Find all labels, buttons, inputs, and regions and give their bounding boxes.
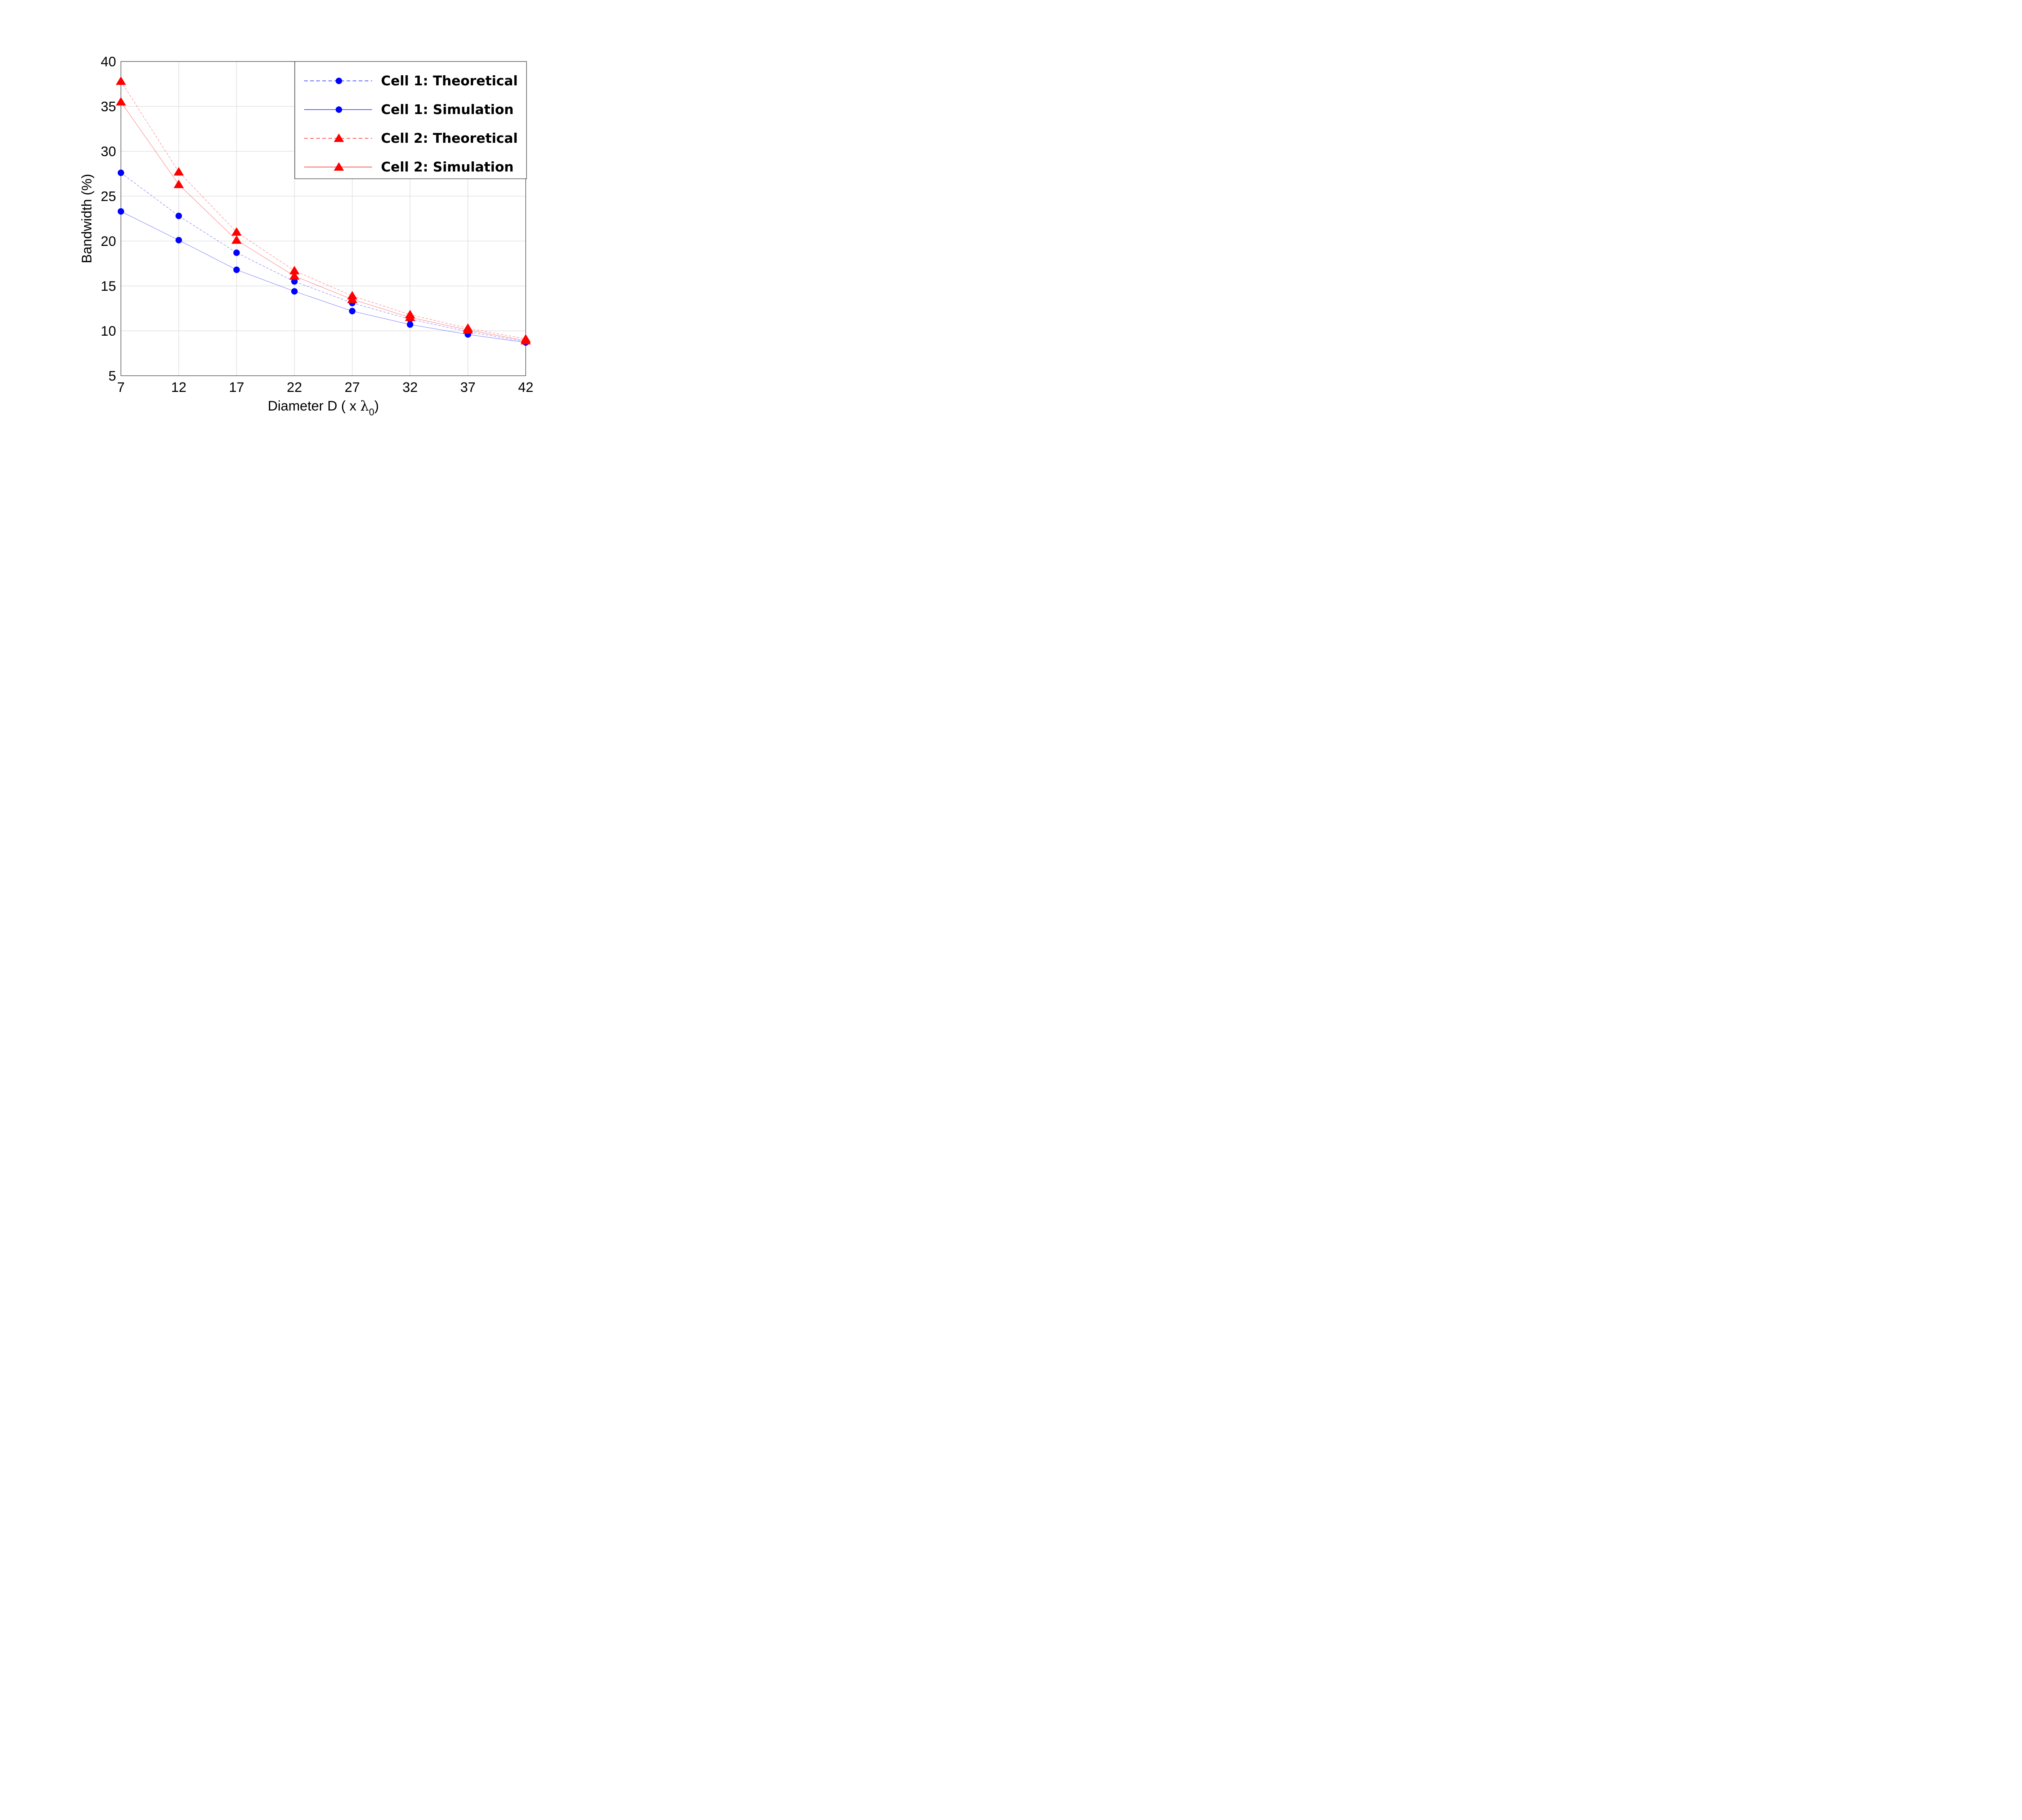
series-4 (116, 97, 531, 345)
x-tick-label: 42 (518, 380, 533, 395)
legend: Cell 1: Theoretical Cell 1: Simulation Cel… (294, 61, 527, 179)
legend-triangle-marker (334, 162, 344, 171)
y-tick-label: 25 (101, 189, 116, 204)
series-1 (118, 169, 529, 345)
y-tick-label: 35 (101, 99, 116, 114)
x-tick-label: 32 (402, 380, 418, 395)
series-line (121, 172, 526, 342)
legend-entry-label: Cell 2: Theoretical (381, 130, 518, 146)
data-point (291, 288, 298, 295)
data-point (233, 267, 240, 273)
series-line (121, 211, 526, 343)
data-point (289, 271, 300, 280)
x-tick-label: 12 (171, 380, 186, 395)
legend-box (294, 61, 527, 179)
series-line (121, 102, 526, 341)
data-point (116, 76, 126, 85)
data-point (347, 294, 357, 303)
data-point (233, 249, 240, 256)
data-point (289, 266, 300, 275)
legend-triangle-marker (334, 133, 344, 142)
series-layer (116, 76, 531, 346)
y-tick-label: 40 (101, 54, 116, 70)
x-tick-label: 7 (117, 380, 125, 395)
data-point (176, 212, 182, 219)
data-point (173, 180, 184, 188)
data-point (173, 167, 184, 176)
y-tick-label: 10 (101, 324, 116, 339)
legend-circle-marker (336, 78, 342, 84)
y-tick-label: 5 (108, 368, 116, 384)
y-axis-label: Bandwidth (%) (79, 174, 95, 263)
x-tick-label: 27 (345, 380, 360, 395)
series-line (121, 81, 526, 339)
legend-entry-label: Cell 1: Theoretical (381, 73, 518, 89)
y-tick-label: 20 (101, 234, 116, 249)
data-point (291, 278, 298, 285)
data-point (405, 312, 415, 321)
data-point (118, 208, 124, 215)
chart: 5 10 15 20 25 30 35 40 7 12 17 22 27 32 37 42 Diameter … (0, 0, 621, 466)
x-tick-label: 37 (460, 380, 476, 395)
data-point (231, 235, 242, 244)
tick-labels: 5 10 15 20 25 30 35 40 7 12 17 22 27 32 37 42 (101, 54, 533, 395)
legend-entry-label: Cell 1: Simulation (381, 102, 514, 117)
y-tick-label: 30 (101, 144, 116, 159)
data-point (349, 308, 355, 315)
data-point (520, 336, 531, 345)
x-tick-label: 17 (229, 380, 244, 395)
legend-entry-label: Cell 2: Simulation (381, 159, 514, 175)
data-point (116, 97, 126, 106)
data-point (463, 325, 473, 334)
x-axis-label: Diameter D ( x λ0) (268, 398, 379, 418)
data-point (231, 227, 242, 236)
data-point (118, 169, 124, 176)
data-point (407, 321, 413, 328)
x-tick-label: 22 (287, 380, 302, 395)
y-tick-label: 15 (101, 279, 116, 294)
data-point (176, 237, 182, 243)
bandwidth-chart: 5 10 15 20 25 30 35 40 7 12 17 22 27 32 37 42 Diameter … (79, 54, 533, 418)
legend-circle-marker (336, 106, 342, 113)
